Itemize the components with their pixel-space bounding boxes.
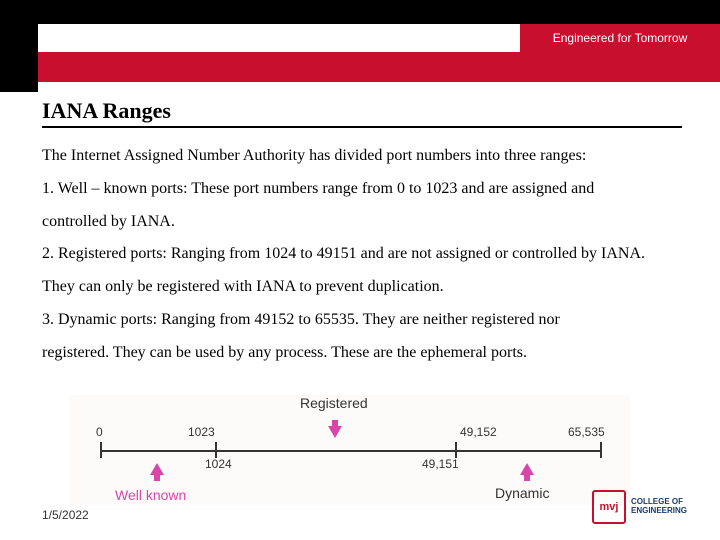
slide-title: IANA Ranges (42, 98, 682, 124)
label-registered: Registered (300, 395, 368, 411)
point3-a: 3. Dynamic ports: Ranging from 49152 to … (42, 304, 682, 337)
point2-a: 2. Registered ports: Ranging from 1024 t… (42, 238, 682, 271)
num-1024: 1024 (205, 457, 232, 471)
port-range-diagram: Registered 0 1023 1024 49,152 49,151 65,… (70, 395, 630, 505)
num-0: 0 (96, 425, 103, 439)
logo-badge: mvj (592, 490, 626, 524)
title-underline (42, 126, 682, 128)
num-1023: 1023 (188, 425, 215, 439)
label-well-known: Well known (115, 487, 186, 503)
point1-b: controlled by IANA. (42, 206, 682, 239)
logo-line1: COLLEGE OF (631, 497, 683, 506)
tick-0 (100, 442, 102, 458)
body-text: The Internet Assigned Number Authority h… (42, 140, 682, 370)
num-65535: 65,535 (568, 425, 605, 439)
point2-b: They can only be registered with IANA to… (42, 271, 682, 304)
header-red-band (0, 52, 720, 82)
tick-2 (455, 442, 457, 458)
logo-text: COLLEGE OF ENGINEERING (631, 498, 687, 516)
intro-line: The Internet Assigned Number Authority h… (42, 140, 682, 173)
arrow-dynamic (520, 463, 534, 481)
slide: Engineered for Tomorrow IANA Ranges The … (0, 0, 720, 540)
num-49152: 49,152 (460, 425, 497, 439)
footer-logo: mvj COLLEGE OF ENGINEERING (592, 486, 702, 528)
point3-b: registered. They can be used by any proc… (42, 337, 682, 370)
tagline-text: Engineered for Tomorrow (553, 31, 688, 45)
point1-a: 1. Well – known ports: These port number… (42, 173, 682, 206)
number-line (100, 450, 600, 452)
arrow-registered (328, 420, 342, 438)
content-area: IANA Ranges The Internet Assigned Number… (42, 98, 682, 370)
label-dynamic: Dynamic (495, 485, 549, 501)
tagline-bar: Engineered for Tomorrow (520, 24, 720, 52)
logo-line2: ENGINEERING (631, 506, 687, 515)
arrow-well-known (150, 463, 164, 481)
header-top-bar (0, 0, 720, 24)
tick-1 (215, 442, 217, 458)
tick-3 (600, 442, 602, 458)
header-left-block (0, 0, 38, 92)
num-49151: 49,151 (422, 457, 459, 471)
footer-date: 1/5/2022 (42, 508, 89, 522)
